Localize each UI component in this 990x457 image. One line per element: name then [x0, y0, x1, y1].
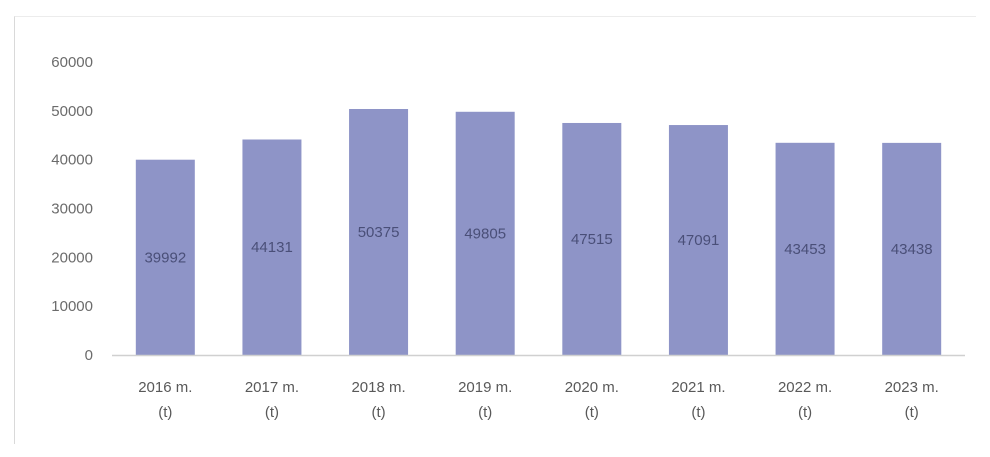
- x-tick-label: (t): [478, 404, 492, 421]
- data-label: 44131: [251, 239, 293, 256]
- chart-area: [14, 16, 976, 444]
- y-tick-label: 30000: [51, 201, 93, 218]
- y-tick-label: 40000: [51, 152, 93, 169]
- x-tick-label: (t): [158, 404, 172, 421]
- x-tick-label: (t): [691, 404, 705, 421]
- x-tick-label: 2021 m.: [671, 379, 725, 396]
- y-tick-label: 20000: [51, 249, 93, 266]
- x-axis-labels: 2016 m. (t) 2017 m. (t) 2018 m. (t) 2019 m. (t)…: [138, 379, 939, 421]
- y-tick-label: 10000: [51, 298, 93, 315]
- bar: [882, 142, 942, 355]
- data-label: 50375: [358, 224, 400, 241]
- x-tick-label: (t): [371, 404, 385, 421]
- x-tick-label: (t): [265, 404, 279, 421]
- bar: [562, 122, 622, 355]
- y-axis-ticks: 0 10000 20000 30000 40000 50000 60000: [51, 54, 93, 364]
- x-tick-label: 2017 m.: [245, 379, 299, 396]
- data-labels: 39992 44131 50375 49805 47515 47091 43453 43438: [144, 224, 932, 266]
- bar: [775, 142, 835, 355]
- data-label: 39992: [144, 249, 186, 266]
- x-tick-label: (t): [798, 404, 812, 421]
- x-tick-label: 2019 m.: [458, 379, 512, 396]
- bar: [668, 125, 728, 356]
- y-tick-label: 50000: [51, 103, 93, 120]
- x-tick-label: 2020 m.: [565, 379, 619, 396]
- data-label: 49805: [464, 225, 506, 242]
- x-tick-label: (t): [585, 404, 599, 421]
- y-tick-label: 0: [85, 347, 93, 364]
- data-label: 43438: [891, 241, 933, 258]
- bar: [242, 139, 302, 355]
- x-tick-label: 2016 m.: [138, 379, 192, 396]
- x-tick-label: 2023 m.: [885, 379, 939, 396]
- data-label: 47515: [571, 231, 613, 248]
- bar-series: [135, 109, 942, 356]
- bar: [135, 159, 195, 355]
- x-tick-label: 2022 m.: [778, 379, 832, 396]
- bar: [349, 109, 409, 356]
- data-label: 43453: [784, 241, 826, 258]
- y-tick-label: 60000: [51, 54, 93, 71]
- bar: [455, 111, 515, 355]
- x-tick-label: 2018 m.: [351, 379, 405, 396]
- x-tick-label: (t): [905, 404, 919, 421]
- data-label: 47091: [678, 232, 720, 249]
